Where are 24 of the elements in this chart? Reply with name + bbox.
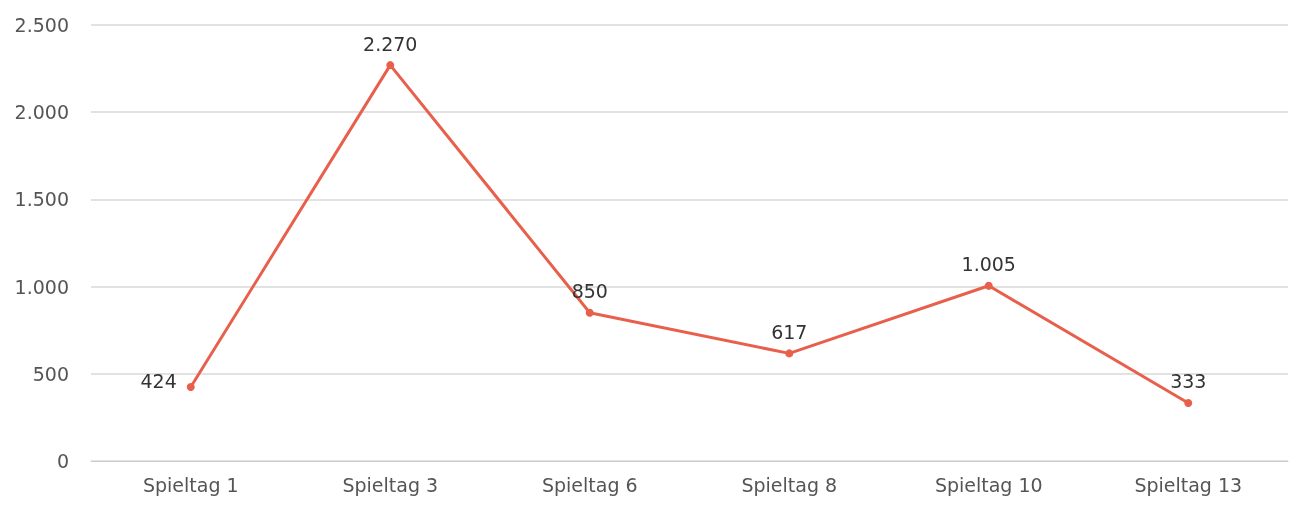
y-tick-label: 0 xyxy=(56,450,69,472)
data-label: 424 xyxy=(140,370,177,393)
y-tick-label: 1.500 xyxy=(14,188,69,211)
data-label: 850 xyxy=(571,280,608,303)
point xyxy=(1184,398,1193,407)
data-label: 1.005 xyxy=(961,253,1016,276)
x-tick-label: Spieltag 13 xyxy=(1134,473,1243,496)
x-tick-label: Spieltag 8 xyxy=(741,473,838,496)
y-tick-label: 1.000 xyxy=(14,275,69,298)
point xyxy=(785,349,794,358)
x-tick-label: Spieltag 1 xyxy=(142,473,239,496)
point xyxy=(585,308,594,317)
point xyxy=(186,383,195,392)
point xyxy=(984,281,993,290)
x-tick-label: Spieltag 6 xyxy=(541,473,638,496)
data-label: 617 xyxy=(771,320,808,343)
y-tick-label: 2.500 xyxy=(14,14,69,36)
data-label: 2.270 xyxy=(363,32,418,55)
y-tick-label: 2.000 xyxy=(14,101,69,124)
y-tick-label: 500 xyxy=(32,362,69,385)
x-tick-label: Spieltag 10 xyxy=(934,473,1043,496)
data-label: 333 xyxy=(1170,370,1207,393)
x-tick-label: Spieltag 3 xyxy=(342,473,439,496)
point xyxy=(386,61,395,70)
